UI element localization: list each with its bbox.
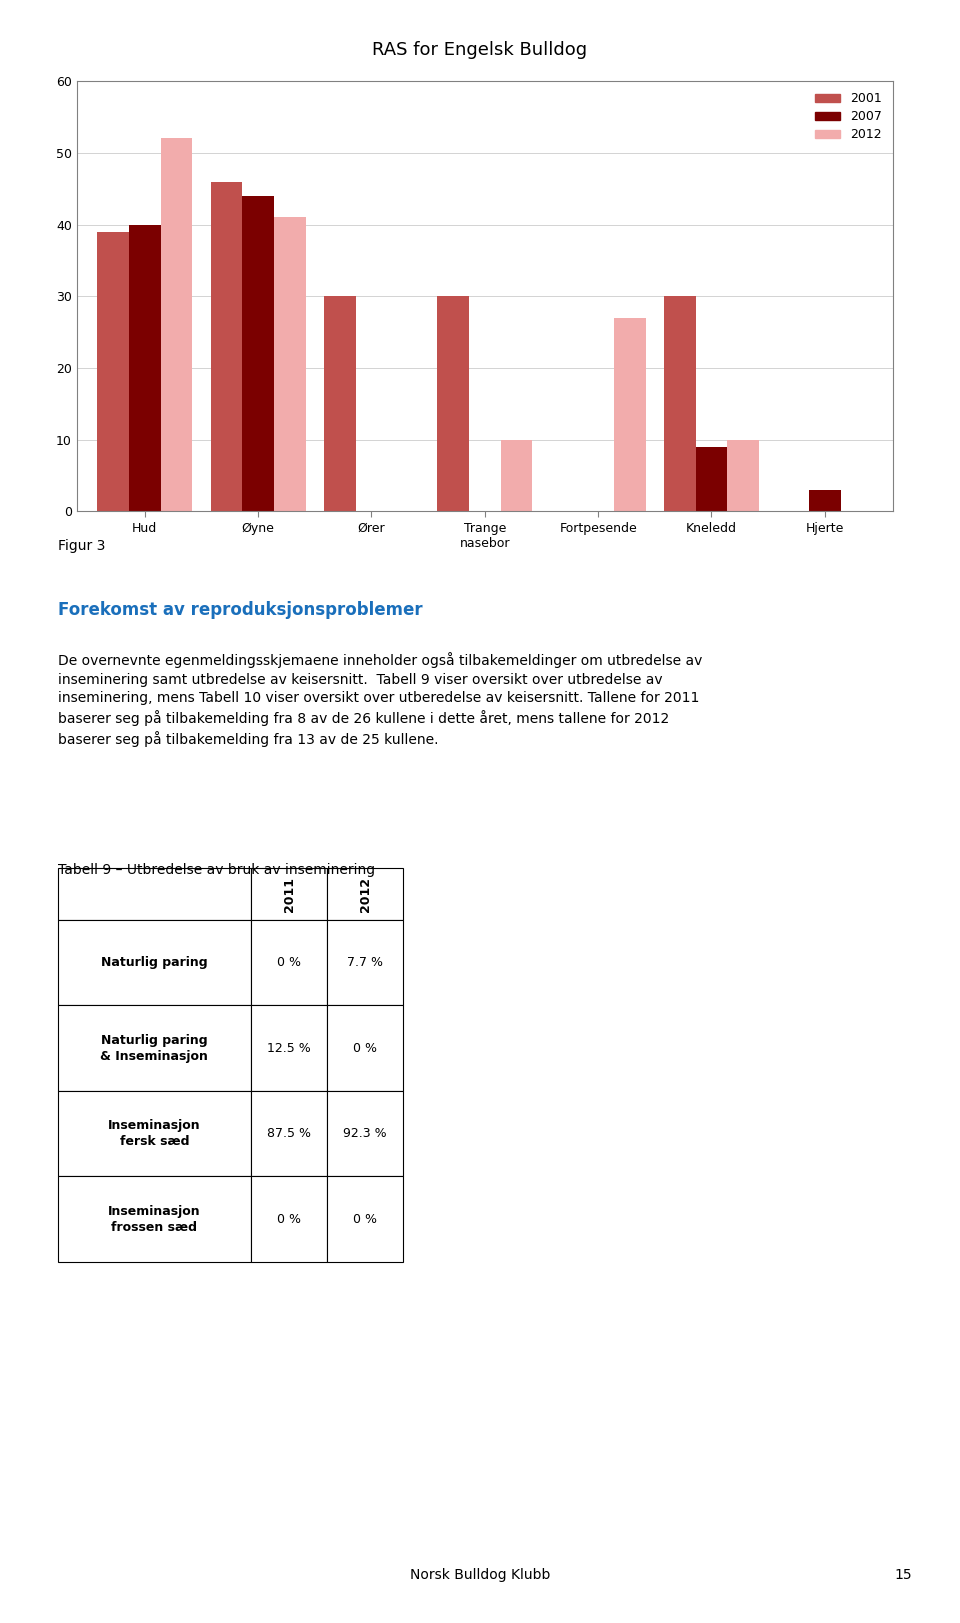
Bar: [129, 224, 160, 511]
Bar: [252, 920, 327, 1006]
Text: Naturlig paring: Naturlig paring: [101, 956, 207, 969]
Bar: [728, 440, 759, 511]
Bar: [252, 1091, 327, 1177]
Bar: [664, 295, 696, 511]
Bar: [614, 318, 646, 511]
Bar: [97, 232, 129, 511]
Text: 15: 15: [895, 1568, 912, 1582]
Bar: [58, 868, 252, 920]
Bar: [58, 1006, 252, 1091]
Bar: [327, 1177, 403, 1263]
Text: Inseminasjon
fersk sæd: Inseminasjon fersk sæd: [108, 1120, 201, 1147]
Text: 2012: 2012: [359, 876, 372, 912]
Bar: [160, 138, 192, 511]
Text: Inseminasjon
frossen sæd: Inseminasjon frossen sæd: [108, 1204, 201, 1233]
Bar: [501, 440, 533, 511]
Text: Figur 3: Figur 3: [58, 539, 105, 553]
Text: 12.5 %: 12.5 %: [267, 1042, 311, 1055]
Bar: [252, 868, 327, 920]
Bar: [696, 446, 728, 511]
Bar: [327, 920, 403, 1006]
Text: 92.3 %: 92.3 %: [344, 1128, 387, 1141]
Bar: [809, 490, 841, 511]
Bar: [274, 217, 305, 511]
Text: 0 %: 0 %: [353, 1042, 377, 1055]
Bar: [58, 1091, 252, 1177]
Text: 0 %: 0 %: [353, 1212, 377, 1225]
Text: De overnevnte egenmeldingsskjemaene inneholder også tilbakemeldinger om utbredel: De overnevnte egenmeldingsskjemaene inne…: [58, 652, 702, 748]
Bar: [58, 920, 252, 1006]
Bar: [252, 1177, 327, 1263]
Legend: 2001, 2007, 2012: 2001, 2007, 2012: [809, 88, 886, 146]
Bar: [242, 196, 274, 511]
Text: Forekomst av reproduksjonsproblemer: Forekomst av reproduksjonsproblemer: [58, 601, 422, 618]
Text: RAS for Engelsk Bulldog: RAS for Engelsk Bulldog: [372, 41, 588, 58]
Bar: [437, 295, 468, 511]
Text: 0 %: 0 %: [277, 956, 301, 969]
Text: Norsk Bulldog Klubb: Norsk Bulldog Klubb: [410, 1568, 550, 1582]
Bar: [252, 1006, 327, 1091]
Text: Tabell 9 – Utbredelse av bruk av inseminering: Tabell 9 – Utbredelse av bruk av insemin…: [58, 863, 374, 878]
Bar: [324, 295, 355, 511]
Text: 2011: 2011: [282, 876, 296, 912]
Bar: [210, 182, 242, 511]
Bar: [58, 1177, 252, 1263]
Text: 0 %: 0 %: [277, 1212, 301, 1225]
Bar: [327, 868, 403, 920]
Text: 87.5 %: 87.5 %: [267, 1128, 311, 1141]
Text: Naturlig paring
& Inseminasjon: Naturlig paring & Inseminasjon: [101, 1034, 208, 1063]
Bar: [327, 1091, 403, 1177]
Bar: [327, 1006, 403, 1091]
Text: 7.7 %: 7.7 %: [348, 956, 383, 969]
